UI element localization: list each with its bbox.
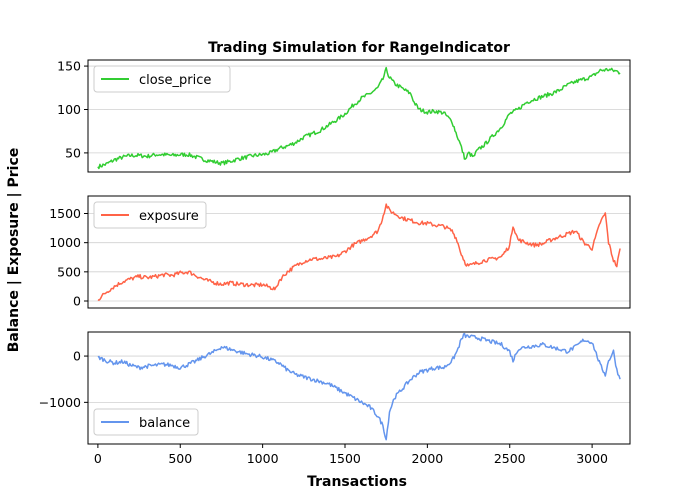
xtick-label-5: 2500	[494, 451, 526, 466]
legend-close_price: close_price	[93, 65, 231, 93]
ytick-label-exposure-3: 1500	[49, 206, 81, 221]
xtick-label-4: 2000	[411, 451, 443, 466]
xtick-label-6: 3000	[576, 451, 608, 466]
axes-frame-balance	[87, 331, 631, 445]
xtick-label-1: 500	[168, 451, 192, 466]
legend-box-balance	[93, 408, 199, 436]
legend-label-close_price: close_price	[139, 73, 211, 88]
legend-exposure: exposure	[93, 201, 207, 229]
ytick-label-balance-0: 0	[73, 349, 81, 364]
ytick-label-close_price-2: 150	[57, 59, 81, 74]
panel-exposure: 0 500 1000 1500 exposure	[49, 195, 631, 309]
axes-frame-exposure	[87, 195, 631, 309]
legend-label-balance: balance	[139, 416, 190, 431]
y-axis-label: Balance | Exposure | Price	[6, 148, 22, 353]
legend-balance: balance	[93, 408, 199, 436]
xtick-label-2: 1000	[247, 451, 279, 466]
axes-frame-close_price	[87, 59, 631, 173]
ytick-label-exposure-0: 0	[73, 294, 81, 309]
panel-balance: 0 −1000 balance 0 500 1000 1500 2000 2500 3000	[39, 331, 631, 466]
ytick-label-balance-1: −1000	[39, 395, 81, 410]
x-axis-label: Transactions	[307, 474, 407, 490]
legend-box-close_price	[93, 65, 231, 93]
panel-close_price: 50 100 150 close_price	[57, 59, 631, 173]
xtick-label-0: 0	[94, 451, 102, 466]
series-line-exposure	[97, 203, 621, 301]
legend-box-exposure	[93, 201, 207, 229]
ytick-label-close_price-1: 100	[57, 102, 81, 117]
ytick-label-exposure-1: 500	[57, 264, 81, 279]
ytick-label-exposure-2: 1000	[49, 235, 81, 250]
series-line-close_price	[97, 66, 621, 170]
chart-title: Trading Simulation for RangeIndicator	[208, 40, 510, 56]
xtick-label-3: 1500	[329, 451, 361, 466]
ytick-label-close_price-0: 50	[65, 145, 81, 160]
series-line-balance	[97, 332, 621, 441]
legend-label-exposure: exposure	[139, 209, 199, 224]
